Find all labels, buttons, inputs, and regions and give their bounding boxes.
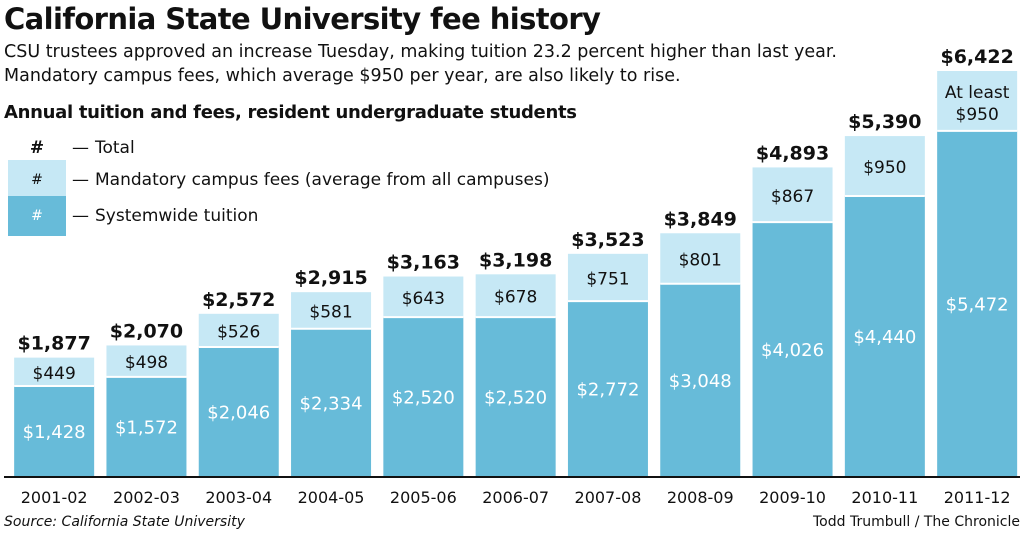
tuition-bar bbox=[291, 328, 372, 476]
fees-value-label: $643 bbox=[402, 289, 445, 309]
tuition-bar bbox=[383, 317, 464, 476]
x-tick-label: 2004-05 bbox=[298, 488, 365, 507]
tuition-value-label: $2,772 bbox=[576, 380, 639, 401]
fees-value-label: $950 bbox=[863, 158, 906, 178]
tuition-value-label: $2,520 bbox=[484, 388, 547, 409]
legend-fees-swatch: # bbox=[8, 160, 66, 200]
chart-heading: Annual tuition and fees, resident underg… bbox=[4, 102, 577, 123]
legend-total-dash: — bbox=[72, 138, 89, 158]
total-value-label: $4,893 bbox=[756, 142, 829, 164]
tuition-bar bbox=[475, 317, 556, 476]
fees-bar bbox=[383, 276, 464, 318]
x-tick-label: 2001-02 bbox=[21, 488, 88, 507]
tuition-bar bbox=[567, 301, 648, 476]
tuition-value-label: $1,428 bbox=[23, 422, 86, 443]
fees-annotation-label: At least bbox=[945, 83, 1010, 103]
x-tick-label: 2011-12 bbox=[944, 488, 1011, 507]
fees-value-label: $678 bbox=[494, 288, 537, 308]
legend-fees-label: Mandatory campus fees (average from all … bbox=[95, 170, 550, 190]
chart-subtitle: CSU trustees approved an increase Tuesda… bbox=[4, 42, 837, 86]
legend-tuition-swatch: # bbox=[8, 196, 66, 236]
fees-value-label: $867 bbox=[771, 187, 814, 207]
total-value-label: $3,849 bbox=[664, 208, 737, 230]
total-value-label: $3,198 bbox=[479, 249, 552, 271]
tuition-value-label: $2,334 bbox=[300, 393, 363, 414]
x-tick-label: 2003-04 bbox=[205, 488, 272, 507]
fees-value-label: $801 bbox=[679, 251, 722, 271]
fees-bar bbox=[660, 233, 741, 284]
total-value-label: $2,070 bbox=[110, 320, 183, 342]
total-value-label: $3,163 bbox=[387, 252, 460, 274]
fees-value-label: $581 bbox=[309, 302, 352, 322]
fees-bar bbox=[475, 274, 556, 318]
fees-value-label: $751 bbox=[586, 270, 629, 290]
legend-item-total: # — Total bbox=[8, 128, 135, 168]
tuition-bar bbox=[937, 130, 1018, 476]
fees-bar bbox=[106, 345, 187, 377]
tuition-bar bbox=[106, 376, 187, 476]
total-value-label: $6,422 bbox=[940, 46, 1013, 68]
x-tick-label: 2007-08 bbox=[575, 488, 642, 507]
legend-total-symbol: # bbox=[29, 138, 45, 158]
tuition-value-label: $1,572 bbox=[115, 417, 178, 438]
tuition-bar bbox=[844, 195, 925, 476]
fees-bar bbox=[752, 167, 833, 223]
fees-value-label: $498 bbox=[125, 353, 168, 373]
tuition-value-label: $2,046 bbox=[207, 402, 270, 423]
x-tick-label: 2006-07 bbox=[482, 488, 549, 507]
total-value-label: $2,915 bbox=[294, 267, 367, 289]
total-value-label: $5,390 bbox=[848, 111, 921, 133]
fees-bar bbox=[291, 292, 372, 329]
legend-total-label: Total bbox=[95, 138, 135, 158]
x-tick-label: 2009-10 bbox=[759, 488, 826, 507]
tuition-value-label: $3,048 bbox=[669, 371, 732, 392]
tuition-bar bbox=[660, 283, 741, 476]
tuition-bar bbox=[14, 385, 95, 476]
fees-bar bbox=[198, 313, 279, 347]
x-tick-label: 2010-11 bbox=[851, 488, 918, 507]
fees-value-label: $950 bbox=[956, 105, 999, 125]
tuition-value-label: $5,472 bbox=[946, 294, 1009, 315]
fees-bar bbox=[567, 253, 648, 302]
fees-bar bbox=[844, 136, 925, 196]
x-tick-label: 2005-06 bbox=[390, 488, 457, 507]
tuition-value-label: $4,026 bbox=[761, 340, 824, 361]
fees-bar bbox=[14, 357, 95, 386]
x-tick-label: 2008-09 bbox=[667, 488, 734, 507]
source-note: Source: California State University bbox=[4, 514, 245, 530]
legend-tuition-dash: — bbox=[72, 206, 89, 226]
legend-item-tuition: # — Systemwide tuition bbox=[8, 196, 258, 236]
legend-fees-dash: — bbox=[72, 170, 89, 190]
fees-value-label: $449 bbox=[33, 364, 76, 384]
tuition-value-label: $2,520 bbox=[392, 388, 455, 409]
fees-bar bbox=[937, 71, 1018, 131]
total-value-label: $3,523 bbox=[571, 229, 644, 251]
legend-item-fees: # — Mandatory campus fees (average from … bbox=[8, 160, 549, 200]
x-tick-label: 2002-03 bbox=[113, 488, 180, 507]
legend-tuition-label: Systemwide tuition bbox=[95, 206, 259, 226]
tuition-value-label: $4,440 bbox=[853, 327, 916, 348]
fees-value-label: $526 bbox=[217, 322, 260, 342]
tuition-bar bbox=[752, 222, 833, 476]
total-value-label: $2,572 bbox=[202, 289, 275, 311]
tuition-bar bbox=[198, 346, 279, 476]
credit-note: Todd Trumbull / The Chronicle bbox=[813, 514, 1020, 530]
total-value-label: $1,877 bbox=[17, 333, 90, 355]
chart-title: California State University fee history bbox=[4, 2, 601, 36]
